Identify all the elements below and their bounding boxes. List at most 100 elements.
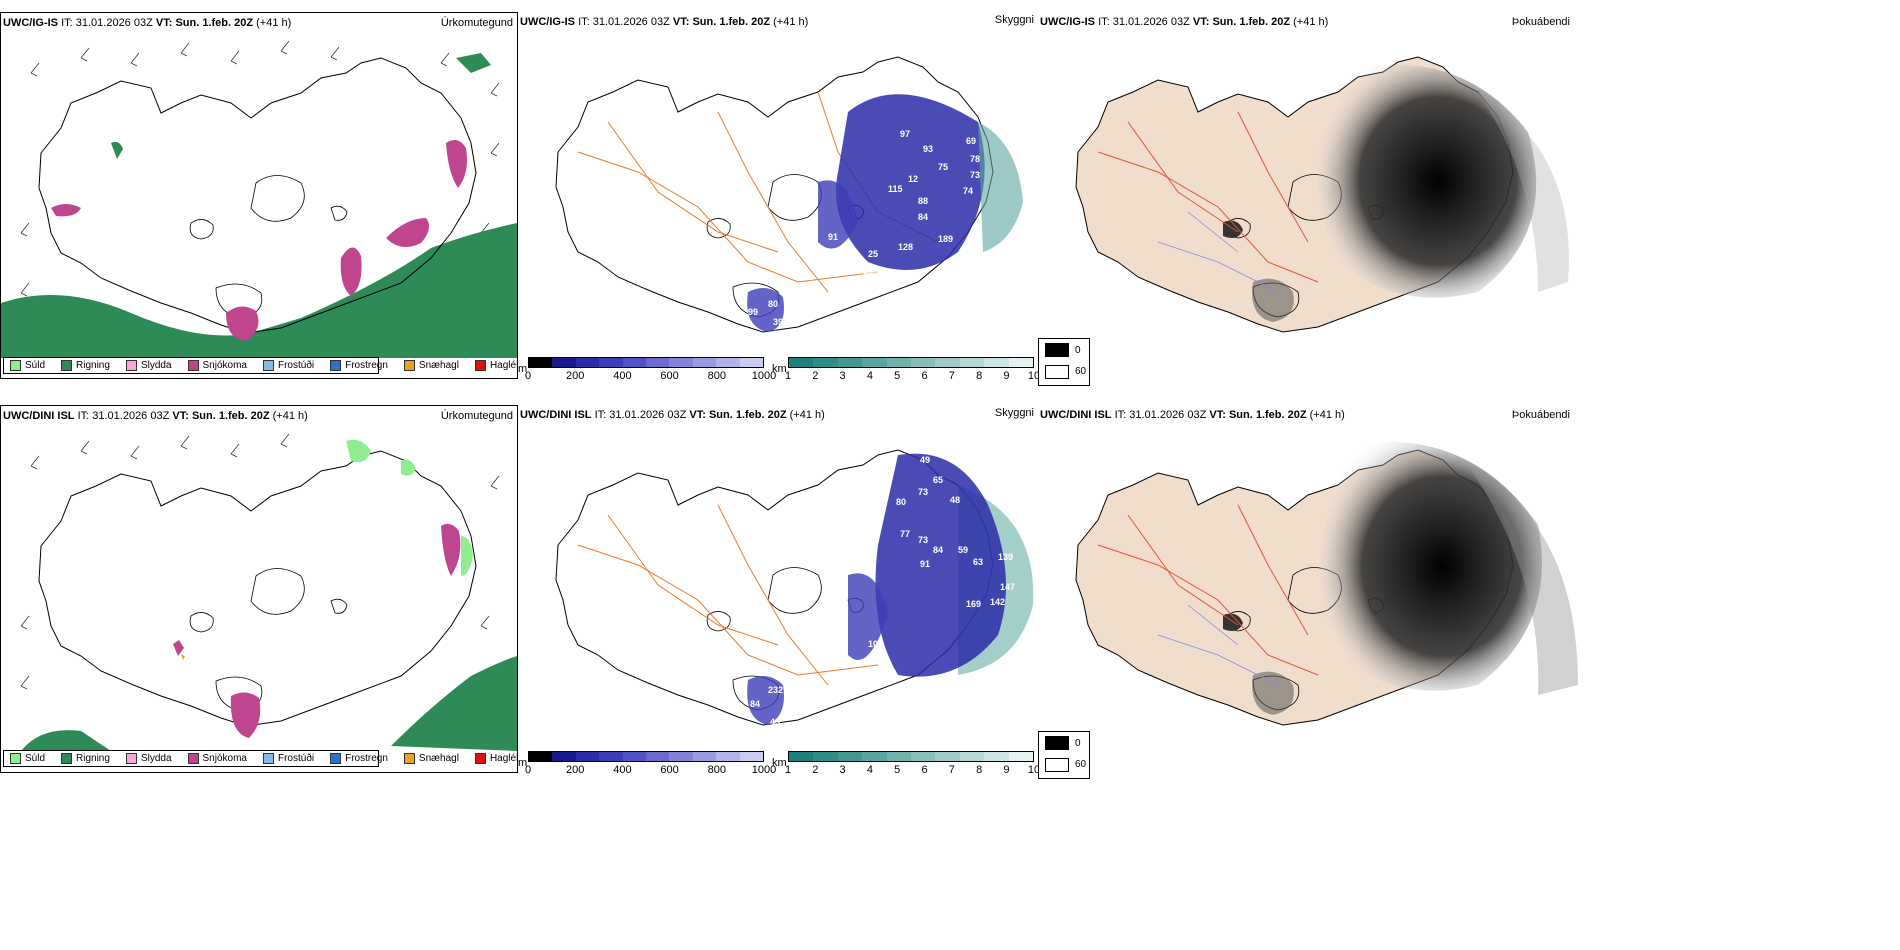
colorbar-swatch — [739, 358, 764, 367]
colorbar-swatch — [575, 358, 600, 367]
colorbar-swatch — [622, 358, 647, 367]
colorbar-swatch — [837, 358, 863, 367]
cbar-m-unit-row1: m — [518, 363, 528, 375]
cloud-number: 128 — [898, 242, 913, 252]
colorbar-swatch — [646, 358, 670, 367]
cloud-number: 45 — [770, 717, 780, 727]
fog-panel-row2: UWC/DINI ISL IT: 31.01.2026 03Z VT: Sun.… — [1038, 405, 1578, 779]
cloud-number: 73 — [918, 487, 928, 497]
cloud-number: 69 — [966, 136, 976, 146]
colorbar-swatch — [575, 752, 600, 761]
cloud-number: 139 — [998, 552, 1013, 562]
cloud-label-row2: Skyggni — [994, 407, 1034, 419]
precip-panel-row1: UWC/IG-IS IT: 31.01.2026 03Z VT: Sun. 1.… — [0, 12, 518, 379]
cloud-number: 142 — [990, 597, 1005, 607]
colorbar-swatch — [716, 358, 740, 367]
colorbar-swatch — [789, 358, 814, 367]
cloud-number: 84 — [933, 545, 943, 555]
fog-label-row2: Þokuábendi — [1511, 409, 1570, 421]
colorbar-swatch — [1008, 358, 1034, 367]
precip-map-row1 — [1, 40, 517, 358]
cloud-number: 65 — [933, 475, 943, 485]
cbar-km-unit-row1: km — [772, 363, 787, 375]
fog-map-row2 — [1075, 441, 1578, 726]
cloud-number: 48 — [950, 495, 960, 505]
colorbar-swatch — [739, 752, 764, 761]
cloud-number: 84 — [750, 699, 760, 709]
cloud-number: 91 — [828, 232, 838, 242]
colorbar-swatch — [1008, 752, 1034, 761]
colorbar-swatch — [984, 752, 1009, 761]
colorbar-swatch — [599, 358, 623, 367]
cloud-number: 74 — [963, 186, 973, 196]
cloud-number: 80 — [768, 299, 778, 309]
colorbar-swatch — [886, 358, 912, 367]
cloud-number: 232 — [768, 685, 783, 695]
colorbar-swatch — [837, 752, 863, 761]
colorbar-m-row1: 0 200 400 600 800 1000 — [525, 357, 776, 382]
cloud-number: 54 — [870, 665, 880, 675]
precip-map-row2 — [20, 433, 517, 751]
colorbar-swatch — [529, 358, 553, 367]
cbar-km-unit-row2: km — [772, 757, 787, 769]
fog-map-row1 — [1075, 56, 1569, 333]
cloud-number: 99 — [748, 307, 758, 317]
cloud-number: 233 — [863, 266, 878, 276]
colorbar-swatch — [886, 752, 912, 761]
colorbar-swatch — [911, 358, 936, 367]
cloud-number: 88 — [918, 196, 928, 206]
cloud-number: 97 — [900, 129, 910, 139]
fog-legend-row1: 0 60 — [1038, 338, 1090, 386]
cloud-number: 63 — [973, 557, 983, 567]
cloud-panel-row2: UWC/DINI ISL IT: 31.01.2026 03Z VT: Sun.… — [518, 405, 1040, 776]
colorbar-swatch — [935, 358, 960, 367]
colorbar-swatch — [862, 358, 887, 367]
cbar-m-unit-row2: m — [518, 757, 528, 769]
colorbar-swatch — [813, 358, 838, 367]
cloud-number: 115 — [888, 184, 903, 194]
fog-panel-row1: UWC/IG-IS IT: 31.01.2026 03Z VT: Sun. 1.… — [1038, 12, 1578, 386]
cloud-number: 53 — [773, 329, 783, 339]
colorbar-swatch — [646, 752, 670, 761]
cloud-map-row1: 97 93 75 69 78 73 115 12 74 88 84 91 128… — [555, 56, 1023, 339]
panel-title-row2-precip: UWC/DINI ISL IT: 31.01.2026 03Z VT: Sun.… — [3, 410, 308, 422]
panel-title-row1-fog: UWC/IG-IS IT: 31.01.2026 03Z VT: Sun. 1.… — [1040, 16, 1329, 28]
colorbar-swatch — [692, 358, 717, 367]
cloud-number: 12 — [908, 174, 918, 184]
colorbar-swatch — [959, 358, 985, 367]
cloud-number: 49 — [920, 455, 930, 465]
cloud-number: 59 — [958, 545, 968, 555]
colorbar-swatch — [669, 358, 693, 367]
cloud-number: 106 — [868, 639, 883, 649]
cloud-number: 80 — [896, 497, 906, 507]
colorbar-m-row2: 0 200 400 600 800 1000 — [525, 751, 776, 776]
colorbar-swatch — [984, 358, 1009, 367]
cloud-number: 73 — [918, 535, 928, 545]
cloud-map-row2: 49 65 73 80 48 77 73 84 59 63 91 139 147… — [555, 449, 1034, 727]
precip-legend-row1: Súld Rigning Slydda Snjókoma Frostúði Fr… — [3, 357, 518, 374]
colorbar-swatch — [959, 752, 985, 761]
colorbar-swatch — [669, 752, 693, 761]
colorbar-swatch — [622, 752, 647, 761]
cloud-label-row1: Skyggni — [994, 14, 1034, 26]
panel-title-row2-cloud: UWC/DINI ISL IT: 31.01.2026 03Z VT: Sun.… — [520, 409, 825, 421]
colorbar-swatch — [935, 752, 960, 761]
cloud-number: 73 — [970, 170, 980, 180]
colorbar-swatch — [552, 752, 576, 761]
colorbar-swatch — [599, 752, 623, 761]
cloud-number: 77 — [900, 529, 910, 539]
colorbar-swatch — [911, 752, 936, 761]
colorbar-km-row1: 1 2 3 4 5 6 7 8 9 10 — [785, 357, 1040, 382]
colorbar-km-row2: 1 2 3 4 5 6 7 8 9 10 — [785, 751, 1040, 776]
fog-label-row1: Þokuábendi — [1511, 16, 1570, 28]
colorbar-swatch — [813, 752, 838, 761]
cloud-number: 25 — [868, 249, 878, 259]
colorbar-swatch — [552, 358, 576, 367]
cloud-number: 93 — [923, 144, 933, 154]
cloud-number: 119 — [818, 609, 833, 619]
cloud-panel-row1: UWC/IG-IS IT: 31.01.2026 03Z VT: Sun. 1.… — [518, 12, 1040, 382]
precip-type-label-row2: Úrkomutegund — [440, 410, 513, 422]
cloud-number: 78 — [970, 154, 980, 164]
colorbar-swatch — [862, 752, 887, 761]
cloud-number: 75 — [938, 162, 948, 172]
